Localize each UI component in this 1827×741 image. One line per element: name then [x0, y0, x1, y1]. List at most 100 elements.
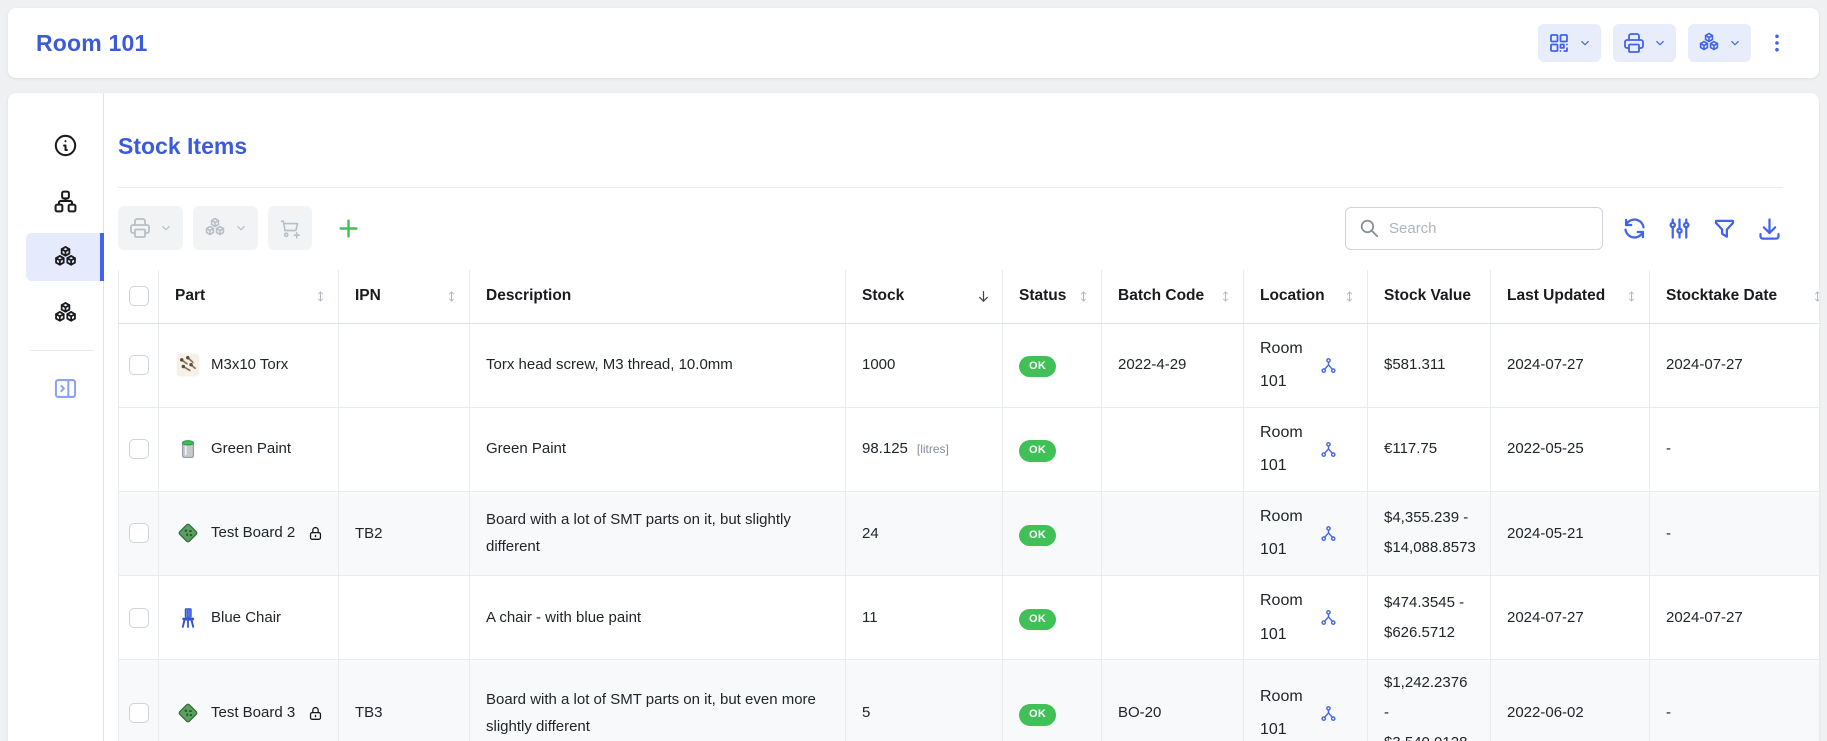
chair-thumbnail — [175, 605, 201, 631]
filter-button[interactable] — [1711, 215, 1738, 242]
row-checkbox[interactable] — [128, 523, 149, 544]
column-header-status[interactable]: Status — [1002, 270, 1102, 324]
cell-description: Green Paint — [469, 406, 846, 492]
sidebar-item-sublocations[interactable] — [26, 177, 104, 225]
column-header-batch[interactable]: Batch Code — [1101, 270, 1244, 324]
cell-description: Board with a lot of SMT parts on it, but… — [469, 490, 846, 576]
location-panel: Stock Items — [8, 93, 1819, 741]
order-actions-button-disabled — [268, 206, 312, 250]
cell-select — [118, 323, 159, 408]
sidebar-item-details[interactable] — [26, 121, 104, 169]
cell-status: OK — [1002, 575, 1102, 660]
section-title: Stock Items — [118, 133, 248, 159]
stock-actions-button[interactable] — [1688, 24, 1751, 62]
cell-part: M3x10 Torx — [158, 323, 339, 408]
column-header-select — [118, 270, 159, 324]
printer-icon — [1622, 31, 1646, 55]
table-row[interactable]: M3x10 Torx Torx head screw, M3 thread, 1… — [118, 323, 1819, 408]
printer-icon — [128, 216, 152, 240]
dots-vertical-icon — [1765, 31, 1789, 55]
sort-icon — [1342, 289, 1357, 304]
chevron-down-icon — [234, 221, 248, 235]
column-label: IPN — [355, 287, 381, 305]
packages-icon — [52, 244, 79, 271]
cell-location: Room 101 — [1243, 575, 1368, 660]
sidebar-item-stocktake[interactable] — [26, 289, 104, 337]
cell-ipn — [338, 323, 470, 408]
cell-last-updated: 2022-06-02 — [1490, 659, 1650, 741]
column-header-ipn[interactable]: IPN — [338, 270, 470, 324]
row-checkbox[interactable] — [128, 703, 149, 724]
row-checkbox[interactable] — [128, 355, 149, 376]
pcb-thumbnail — [175, 520, 201, 546]
cell-last-updated: 2024-05-21 — [1490, 490, 1650, 576]
column-label: Stocktake Date — [1666, 287, 1778, 305]
column-header-stock[interactable]: Stock — [845, 270, 1003, 324]
cell-stocktake-date: 2024-07-27 — [1649, 323, 1819, 408]
cell-description: A chair - with blue paint — [469, 575, 846, 660]
column-label: Stock Value — [1384, 287, 1472, 305]
sublocations-icon — [1320, 357, 1337, 374]
table-header-row: Part IPN Description Stock Status Batch … — [118, 270, 1819, 324]
table-settings-button[interactable] — [1666, 215, 1693, 242]
column-header-stocktake[interactable]: Stocktake Date — [1649, 270, 1819, 324]
paint-can-thumbnail — [175, 436, 201, 462]
column-header-value[interactable]: Stock Value — [1367, 270, 1491, 324]
table-row[interactable]: Blue Chair A chair - with blue paint 11 … — [118, 575, 1819, 660]
print-actions-button[interactable] — [1613, 24, 1676, 62]
chevron-down-icon — [1653, 36, 1667, 50]
cell-ipn — [338, 406, 470, 492]
toolbar-left — [118, 206, 363, 250]
column-label: Status — [1019, 287, 1067, 305]
cell-status: OK — [1002, 406, 1102, 492]
cell-stock: 98.125 [litres] — [845, 406, 1003, 492]
stock-quantity: 1000 — [862, 356, 896, 374]
cell-stock-value: $1,242.2376 - $3,540.0128 — [1367, 659, 1491, 741]
stock-quantity: 5 — [862, 704, 871, 722]
add-stock-item-button[interactable] — [334, 214, 363, 243]
sidebar-item-stock-items[interactable] — [26, 233, 104, 281]
barcode-actions-button[interactable] — [1538, 24, 1601, 62]
row-checkbox[interactable] — [128, 439, 149, 460]
cart-plus-icon — [278, 216, 302, 240]
sort-icon — [1810, 289, 1819, 304]
packages-icon — [1697, 31, 1721, 55]
sidebar-collapse-toggle[interactable] — [26, 364, 104, 412]
table-row[interactable]: Test Board 3 TB3 Board with a lot of SMT… — [118, 659, 1819, 741]
stock-quantity: 11 — [862, 608, 878, 626]
table-toolbar — [118, 206, 1783, 250]
column-header-updated[interactable]: Last Updated — [1490, 270, 1650, 324]
table-row[interactable]: Test Board 2 TB2 Board with a lot of SMT… — [118, 490, 1819, 576]
cell-part: Green Paint — [158, 406, 339, 492]
download-button[interactable] — [1756, 215, 1783, 242]
part-name: Blue Chair — [211, 608, 282, 626]
column-label: Part — [175, 287, 206, 305]
column-header-location[interactable]: Location — [1243, 270, 1368, 324]
cell-location: Room 101 — [1243, 406, 1368, 492]
search-input[interactable] — [1389, 219, 1590, 237]
panel-sidebar — [8, 93, 104, 741]
column-label: Location — [1260, 287, 1325, 305]
cell-stock: 1000 — [845, 323, 1003, 408]
cell-status: OK — [1002, 490, 1102, 576]
row-checkbox[interactable] — [128, 607, 149, 628]
cell-last-updated: 2022-05-25 — [1490, 406, 1650, 492]
column-header-part[interactable]: Part — [158, 270, 339, 324]
refresh-button[interactable] — [1621, 215, 1648, 242]
toolbar-right — [1345, 206, 1783, 250]
part-name: Test Board 3 — [211, 704, 296, 722]
table-row[interactable]: Green Paint Green Paint 98.125 [litres] O… — [118, 406, 1819, 492]
column-header-description[interactable]: Description — [469, 270, 846, 324]
sitemap-icon — [52, 188, 79, 215]
sort-icon — [1624, 289, 1639, 304]
status-badge: OK — [1019, 356, 1057, 378]
cell-location: Room 101 — [1243, 490, 1368, 576]
select-all-checkbox[interactable] — [128, 286, 149, 307]
sublocations-icon — [1320, 441, 1337, 458]
screws-thumbnail — [175, 352, 201, 378]
cell-stock-value: $4,355.239 - $14,088.8573 — [1367, 490, 1491, 576]
cell-part: Test Board 3 — [158, 659, 339, 741]
more-actions-button[interactable] — [1763, 29, 1791, 57]
cell-stocktake-date: 2024-07-27 — [1649, 575, 1819, 660]
location-name: Room 101 — [1260, 592, 1303, 643]
